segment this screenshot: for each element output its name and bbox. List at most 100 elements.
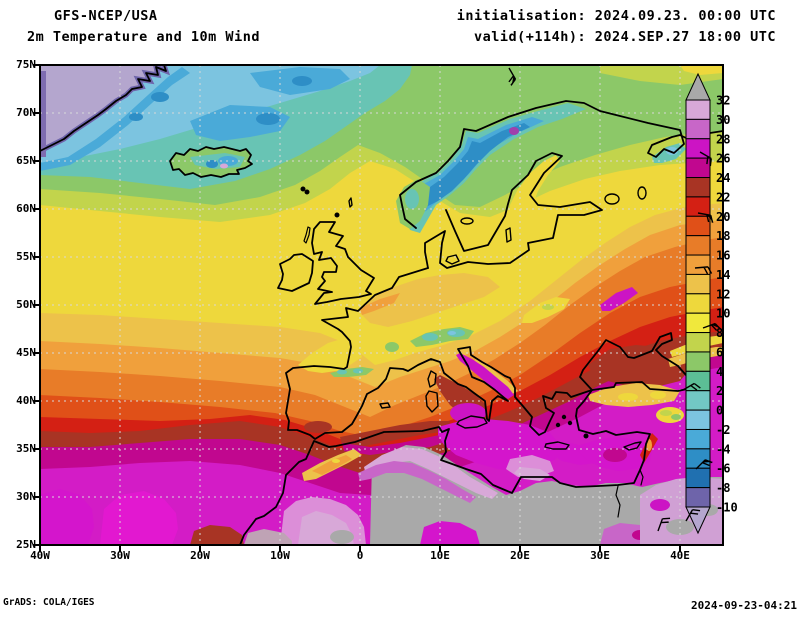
coast-great-britain <box>311 221 375 305</box>
creation-timestamp: 2024-09-23-04:21 <box>691 599 797 612</box>
wind-barb-icon <box>685 509 701 522</box>
river-nile <box>615 485 621 518</box>
colorbar-segment-8-10 <box>685 312 711 334</box>
temperature-field <box>40 65 723 545</box>
lat-tick <box>33 400 40 402</box>
colorbar-segment-0-2 <box>685 390 711 411</box>
colorbar-label--6: -6 <box>716 462 730 476</box>
map-canvas: 32 30 28 26 24 22 20 18 16 14 12 10 8 6 4 2 0 -2 -4 -6 -8 -10 <box>39 64 738 546</box>
colorbar-label-22: 22 <box>716 190 730 204</box>
lat-tick <box>33 304 40 306</box>
colorbar-label-14: 14 <box>716 268 730 282</box>
aegean-island <box>567 420 573 426</box>
lat-label-25N: 25N <box>16 538 36 551</box>
lat-tick <box>33 352 40 354</box>
wind-barb-icon <box>694 266 713 275</box>
graticule <box>40 65 723 545</box>
colorbar-segment--6--4 <box>685 448 711 469</box>
lat-tick <box>33 448 40 450</box>
coast-cyprus <box>623 441 642 451</box>
colorbar-segment-24-26 <box>685 157 711 179</box>
lon-tick <box>679 545 681 552</box>
colorbar-segment-4-6 <box>685 351 711 372</box>
lon-tick <box>39 545 41 552</box>
field-title: 2m Temperature and 10m Wind <box>27 29 260 45</box>
lake-vanern <box>460 217 474 225</box>
coast-corsica <box>427 370 437 388</box>
lon-tick <box>199 545 201 552</box>
colorbar-segment-18-20 <box>685 215 711 237</box>
lat-label-30N: 30N <box>16 490 36 503</box>
rhodes <box>583 433 589 439</box>
lat-tick <box>33 496 40 498</box>
aegean-island <box>561 414 567 420</box>
lat-label-75N: 75N <box>16 58 36 71</box>
colorbar-label-4: 4 <box>716 365 723 379</box>
lon-label-40W: 40W <box>30 549 50 562</box>
colorbar-label-32: 32 <box>716 94 730 108</box>
colorbar-label--4: -4 <box>716 442 730 456</box>
lon-tick <box>599 545 601 552</box>
grads-credit: GrADS: COLA/IGES <box>3 597 95 608</box>
coast-anatolia-africa <box>239 415 651 545</box>
coast-crete <box>544 441 570 450</box>
lat-label-55N: 55N <box>16 250 36 263</box>
lake-ladoga <box>604 193 620 205</box>
faroe-islands <box>304 189 310 195</box>
colorbar-segment--2-0 <box>685 409 711 430</box>
lat-tick <box>33 256 40 258</box>
coast-hebrides <box>303 226 311 244</box>
lon-label-20W: 20W <box>190 549 210 562</box>
wind-barb-icon <box>657 517 671 532</box>
lat-label-45N: 45N <box>16 346 36 359</box>
lon-label-20E: 20E <box>510 549 530 562</box>
lon-tick <box>119 545 121 552</box>
colorbar-label-2: 2 <box>716 384 723 398</box>
colorbar-segment--10--8 <box>685 487 711 508</box>
valid-time: valid(+114h): 2024.SEP.27 18:00 UTC <box>474 29 776 45</box>
coast-denmark-isles <box>445 254 460 265</box>
lat-label-50N: 50N <box>16 298 36 311</box>
colorbar-label--10: -10 <box>716 501 738 515</box>
lon-tick <box>359 545 361 552</box>
colorbar-label-12: 12 <box>716 287 730 301</box>
lat-tick <box>33 208 40 210</box>
colorbar-segment--8--6 <box>685 467 711 489</box>
lat-tick <box>33 160 40 162</box>
colorbar-segment-6-8 <box>685 332 711 353</box>
lat-label-40N: 40N <box>16 394 36 407</box>
coast-mainland <box>285 267 593 440</box>
coast-shetland <box>348 197 353 208</box>
lat-label-35N: 35N <box>16 442 36 455</box>
aegean-island <box>555 422 561 428</box>
coast-gotland <box>505 227 512 243</box>
lat-tick <box>33 112 40 114</box>
colorbar-label-6: 6 <box>716 345 723 359</box>
lat-label-60N: 60N <box>16 202 36 215</box>
colorbar-label--2: -2 <box>716 423 730 437</box>
colorbar-label-30: 30 <box>716 113 730 127</box>
colorbar-segment-16-18 <box>685 235 711 256</box>
wind-barbs <box>508 67 722 532</box>
wind-barb-icon <box>682 382 701 391</box>
coast-sardinia <box>425 390 439 413</box>
lon-label-10E: 10E <box>430 549 450 562</box>
colorbar-segment-22-24 <box>685 177 711 198</box>
jordan-rift <box>639 469 644 486</box>
wind-barb-icon <box>695 459 713 470</box>
wind-barb-icon <box>702 322 722 331</box>
wind-barb-icon <box>508 67 517 87</box>
lat-tick <box>33 544 40 546</box>
lat-label-70N: 70N <box>16 106 36 119</box>
colorbar-segment-2-4 <box>685 370 711 392</box>
coastlines <box>40 65 723 545</box>
lat-tick <box>33 64 40 66</box>
colorbar-label-24: 24 <box>716 171 730 185</box>
colorbar-label-0: 0 <box>716 404 723 418</box>
colorbar-label-18: 18 <box>716 229 730 243</box>
lon-tick <box>519 545 521 552</box>
colorbar-label--8: -8 <box>716 481 730 495</box>
